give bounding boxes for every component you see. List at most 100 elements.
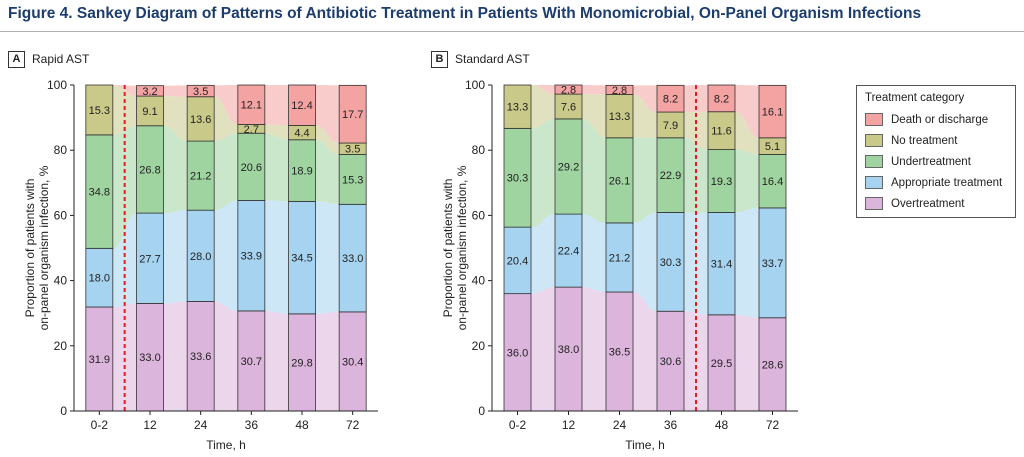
x-tick-label: 72: [346, 418, 360, 432]
data-label: 31.9: [89, 354, 110, 366]
x-tick-label: 36: [245, 418, 259, 432]
legend-label: Appropriate treatment: [891, 176, 1003, 189]
data-label: 33.0: [342, 253, 363, 265]
x-axis-label: Time, h: [625, 438, 665, 452]
panel-b-letter: B: [431, 50, 448, 68]
data-label: 26.8: [139, 164, 160, 176]
legend-items: Death or discharge No treatment Undertreat…: [865, 109, 1007, 214]
bar-segment: [136, 212, 164, 304]
flow-ribbon: [264, 124, 289, 140]
panel-a-plot: 31.9 18.0 34.8 15.3 33.0 27.7 26.8 9.1 3.2 33.6 28…: [23, 78, 378, 452]
panel-a-letter: A: [8, 50, 25, 68]
x-tick-label: 72: [766, 418, 780, 432]
bar-segment: [186, 84, 215, 98]
flow-ribbon: [163, 96, 188, 142]
y-tick-label: 0: [60, 404, 67, 418]
data-label: 13.3: [609, 111, 630, 123]
bar-segment: [758, 84, 787, 139]
bar-segment: [605, 94, 634, 139]
flow-ribbon: [315, 125, 340, 155]
flow-ribbon: [735, 314, 759, 411]
bar-segment: [237, 132, 266, 201]
flow-ribbon: [214, 96, 238, 142]
y-axis-label-line: Proportion of patients with: [441, 179, 455, 318]
y-tick-label: 20: [472, 339, 486, 353]
data-label: 9.1: [142, 106, 157, 118]
flow-ribbon: [633, 85, 657, 113]
data-label: 4.4: [294, 128, 309, 140]
bar-segment: [338, 154, 367, 205]
bar-segment: [288, 200, 316, 315]
y-axis-label-line: on-panel organism infection, %: [455, 165, 469, 330]
legend-label: Undertreatment: [891, 155, 971, 168]
flow-ribbon: [264, 310, 289, 411]
flow-ribbon: [163, 210, 188, 304]
legend-item: Death or discharge: [865, 109, 1007, 130]
flow-ribbon: [582, 94, 606, 138]
data-label: 30.3: [507, 173, 528, 185]
data-label: 38.0: [558, 344, 579, 356]
bar-segment: [605, 84, 634, 95]
bar-segment: [186, 140, 215, 211]
bar-segment: [136, 125, 164, 214]
data-label: 20.4: [507, 255, 528, 267]
flow-ribbon: [684, 137, 708, 213]
bar-segment: [288, 84, 316, 126]
legend-label: Overtreatment: [891, 197, 965, 210]
legend-title: Treatment category: [865, 92, 965, 104]
x-tick-label: 48: [295, 418, 309, 432]
data-label: 22.4: [558, 246, 579, 258]
flow-ribbon: [582, 287, 606, 411]
legend-item: Appropriate treatment: [865, 172, 1007, 193]
bar-segment: [136, 303, 164, 412]
data-label: 17.7: [342, 109, 363, 121]
data-label: 8.2: [663, 94, 678, 106]
y-tick-label: 80: [54, 143, 68, 157]
bar-segment: [554, 84, 583, 95]
data-label: 15.3: [89, 105, 110, 117]
flow-ribbon: [735, 207, 759, 318]
data-label: 13.6: [190, 114, 211, 126]
y-tick-label: 80: [472, 143, 486, 157]
flow-ribbon: [214, 133, 238, 211]
panel-a-header: A Rapid AST: [8, 50, 89, 68]
flow-ribbon: [163, 125, 188, 214]
data-label: 33.9: [241, 251, 262, 263]
flow-ribbon: [633, 94, 657, 138]
y-axis-label-line: Proportion of patients with: [23, 179, 37, 318]
data-label: 27.7: [139, 253, 160, 265]
flow-ribbon: [582, 214, 606, 293]
bar-segment: [605, 222, 634, 293]
bar-segment: [85, 134, 114, 249]
flow-ribbon: [264, 200, 289, 314]
bar-segment: [85, 306, 114, 412]
legend-swatch: [865, 197, 883, 210]
panel-a-title: Rapid AST: [32, 52, 90, 66]
flow-ribbon: [214, 301, 238, 411]
data-label: 2.8: [561, 85, 576, 97]
legend: Treatment category Death or discharge No …: [856, 85, 1016, 218]
flow-ribbon: [264, 133, 289, 202]
flow-ribbon: [264, 85, 289, 126]
flow-ribbon: [112, 125, 137, 249]
data-label: 33.0: [139, 352, 160, 364]
flow-ribbon: [315, 85, 340, 144]
data-label: 30.4: [342, 356, 363, 368]
legend-item: Undertreatment: [865, 151, 1007, 172]
bar-segment: [605, 137, 634, 224]
x-tick-label: 0-2: [509, 418, 527, 432]
data-label: 33.6: [190, 351, 211, 363]
x-tick-label: 36: [664, 418, 678, 432]
bar-segment: [707, 314, 736, 412]
bar-segment: [554, 286, 583, 412]
bar-segment: [338, 84, 367, 144]
flow-ribbon: [315, 139, 340, 205]
y-axis-label: Proportion of patients withon-panel orga…: [23, 165, 51, 330]
x-tick-label: 12: [143, 418, 157, 432]
data-label: 18.9: [291, 166, 312, 178]
y-tick-label: 40: [472, 274, 486, 288]
flow-ribbon: [735, 111, 759, 155]
data-label: 15.3: [342, 174, 363, 186]
data-label: 7.6: [561, 102, 576, 114]
data-label: 21.2: [609, 252, 630, 264]
